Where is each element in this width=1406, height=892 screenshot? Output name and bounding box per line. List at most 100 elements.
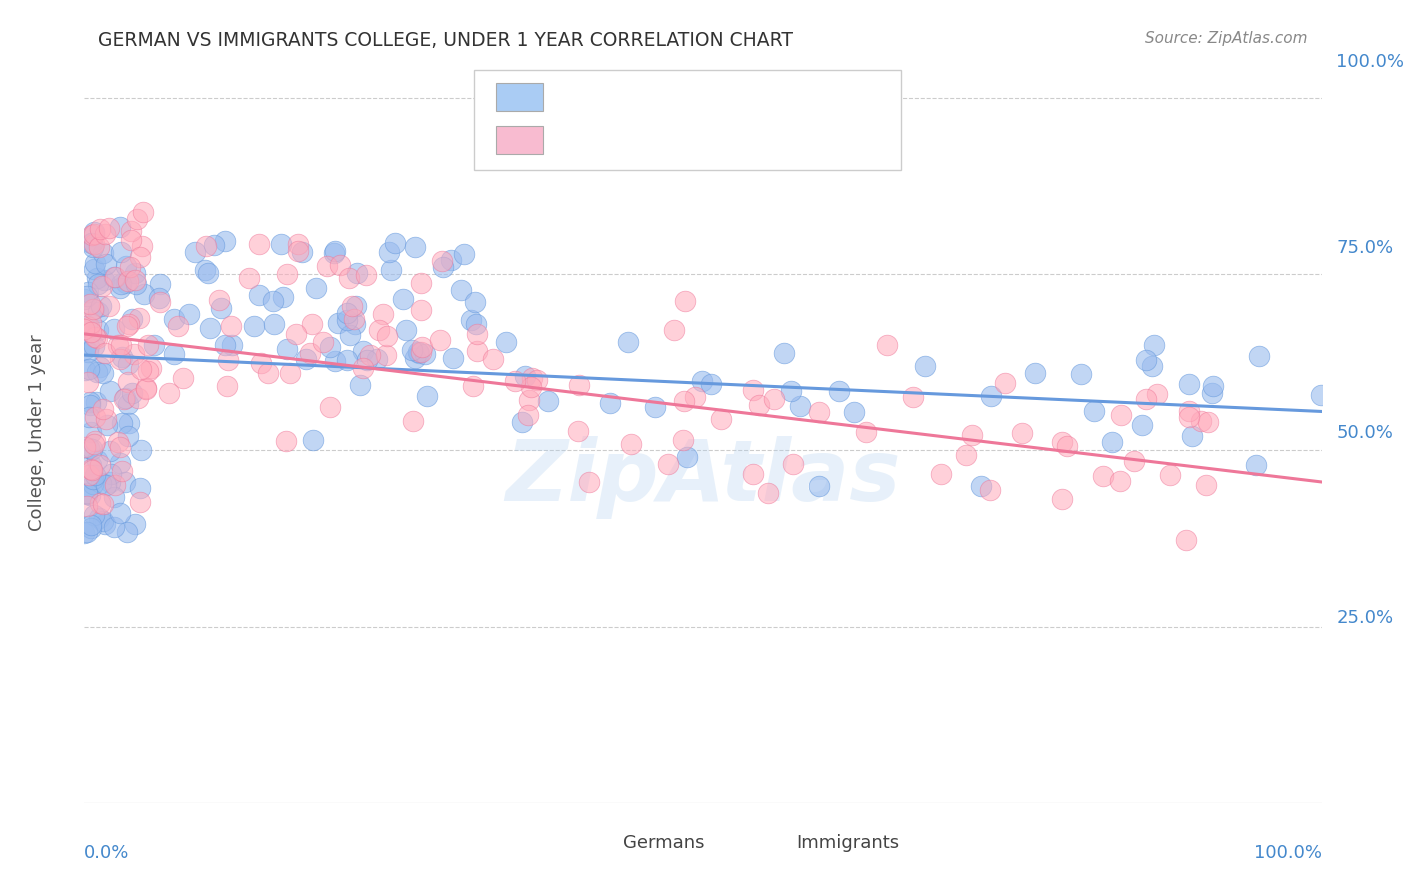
Point — [120, 260, 142, 274]
Point — [132, 287, 155, 301]
Point — [1202, 378, 1225, 392]
Point — [453, 247, 475, 261]
Point — [1201, 386, 1223, 401]
Point — [340, 299, 363, 313]
Bar — [752, 830, 787, 855]
Point — [163, 347, 186, 361]
Point — [537, 394, 560, 409]
Point — [83, 437, 105, 451]
Point — [464, 294, 486, 309]
Point — [131, 239, 153, 253]
Point — [121, 385, 143, 400]
Point — [416, 389, 439, 403]
Point — [98, 475, 121, 490]
Point — [343, 311, 366, 326]
Point — [110, 440, 132, 454]
Point — [83, 225, 105, 239]
Point — [73, 525, 96, 540]
Point — [129, 482, 152, 496]
Point — [197, 266, 219, 280]
Point — [86, 453, 108, 467]
Point — [520, 371, 543, 385]
Point — [359, 348, 381, 362]
Point — [118, 416, 141, 430]
Point — [1101, 435, 1123, 450]
Point — [673, 394, 696, 409]
Point — [91, 401, 114, 416]
Point — [970, 479, 993, 493]
Point — [91, 366, 114, 380]
Point — [276, 342, 298, 356]
Point — [325, 244, 347, 259]
Point — [789, 399, 811, 413]
Point — [326, 316, 349, 330]
Point — [404, 351, 426, 365]
Point — [352, 360, 374, 375]
Bar — [579, 830, 614, 855]
Point — [103, 270, 125, 285]
Point — [80, 235, 103, 250]
Text: R = -0.587   N = 158: R = -0.587 N = 158 — [561, 130, 742, 148]
Text: R = -0.287   N = 183: R = -0.287 N = 183 — [561, 87, 742, 105]
Point — [620, 437, 643, 451]
Point — [465, 344, 488, 359]
Point — [772, 345, 794, 359]
Point — [90, 279, 112, 293]
Point — [177, 307, 200, 321]
Point — [440, 252, 463, 267]
Point — [129, 250, 152, 264]
Point — [1247, 349, 1270, 363]
Point — [84, 395, 107, 409]
Point — [107, 434, 129, 449]
Point — [1011, 425, 1033, 440]
Point — [343, 317, 366, 331]
Point — [520, 380, 543, 394]
Point — [994, 376, 1017, 390]
Point — [91, 514, 114, 528]
Point — [124, 517, 146, 532]
Point — [1181, 429, 1204, 443]
Point — [290, 245, 312, 260]
Point — [441, 351, 464, 366]
Point — [76, 486, 98, 500]
Point — [121, 311, 143, 326]
Point — [672, 433, 695, 447]
Point — [748, 399, 770, 413]
Point — [127, 392, 149, 406]
Point — [460, 312, 482, 326]
Point — [132, 205, 155, 219]
Point — [876, 338, 898, 352]
Point — [1091, 468, 1114, 483]
Point — [408, 346, 430, 360]
Point — [336, 352, 359, 367]
Point — [108, 506, 131, 520]
Point — [395, 323, 418, 337]
Point — [384, 235, 406, 250]
Point — [82, 476, 104, 491]
Point — [683, 390, 706, 404]
Point — [742, 383, 765, 397]
Point — [1195, 478, 1218, 492]
Point — [323, 245, 346, 260]
Point — [616, 335, 638, 350]
Point — [270, 236, 292, 251]
Point — [80, 458, 103, 473]
Point — [76, 524, 98, 539]
Text: 25.0%: 25.0% — [1337, 608, 1393, 627]
Point — [79, 297, 101, 311]
Point — [675, 450, 697, 465]
Point — [273, 290, 295, 304]
Point — [117, 357, 139, 371]
Point — [115, 318, 138, 333]
Point — [198, 321, 221, 335]
Point — [120, 233, 142, 247]
Point — [80, 227, 103, 242]
Point — [79, 425, 101, 439]
Text: 75.0%: 75.0% — [1337, 238, 1393, 257]
Point — [97, 299, 120, 313]
Point — [80, 518, 103, 533]
Point — [219, 319, 242, 334]
Point — [135, 381, 157, 395]
Point — [184, 245, 207, 260]
Point — [194, 263, 217, 277]
